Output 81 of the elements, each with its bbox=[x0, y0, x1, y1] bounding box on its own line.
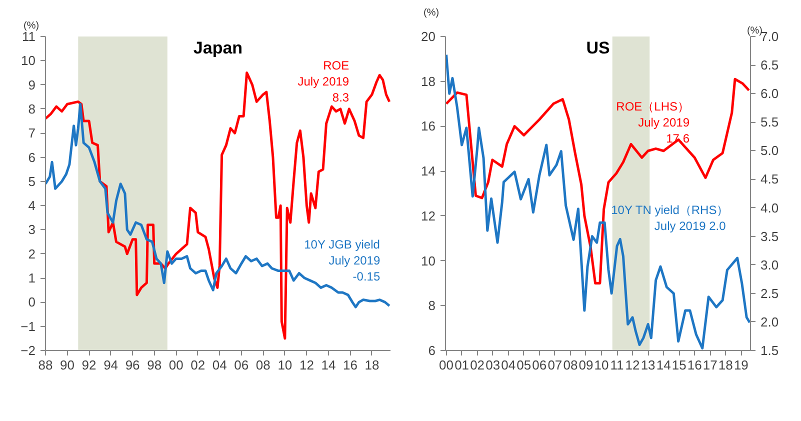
y-tick-label: 1 bbox=[28, 270, 36, 286]
x-tick-label: 16 bbox=[343, 358, 358, 372]
y-tick-label: 20 bbox=[421, 29, 436, 44]
y-axis-title: (%) bbox=[424, 8, 440, 18]
x-tick-label: 09 bbox=[578, 358, 594, 372]
x-tick-label: 06 bbox=[234, 358, 249, 372]
y-tick-label: 8 bbox=[28, 101, 36, 116]
x-tick-label: 11 bbox=[610, 358, 624, 372]
x-tick-label: 88 bbox=[38, 358, 53, 372]
y-tick-label: 8 bbox=[428, 298, 436, 314]
x-tick-label: 92 bbox=[82, 358, 96, 372]
x-tick-label: 16 bbox=[687, 358, 702, 372]
y2-tick-label: 2.0 bbox=[760, 314, 779, 330]
y-tick-label: 12 bbox=[421, 208, 436, 224]
chart-title: Japan bbox=[193, 38, 243, 58]
y-tick-label: 10 bbox=[421, 253, 436, 268]
line-series bbox=[46, 102, 390, 308]
x-tick-label: 14 bbox=[656, 358, 671, 372]
x-tick-label: 03 bbox=[486, 358, 500, 372]
x-tick-label: 01 bbox=[454, 358, 470, 372]
y-tick-label: 10 bbox=[21, 53, 36, 68]
y2-tick-label: 2.5 bbox=[760, 286, 779, 301]
x-tick-label: 07 bbox=[548, 358, 562, 372]
chart-title: US bbox=[586, 38, 610, 58]
y2-tick-label: 3.0 bbox=[760, 257, 779, 272]
x-tick-label: 96 bbox=[125, 358, 140, 372]
y-tick-label: 18 bbox=[421, 74, 436, 89]
y-tick-label: 11 bbox=[22, 29, 36, 44]
y2-tick-label: 3.5 bbox=[760, 228, 779, 244]
y-tick-label: 4 bbox=[28, 198, 36, 214]
y-tick-label: −1 bbox=[20, 318, 36, 334]
y2-tick-label: 4.0 bbox=[760, 200, 779, 216]
y-tick-label: 2 bbox=[28, 246, 36, 262]
x-tick-label: 02 bbox=[470, 358, 485, 372]
y2-tick-label: 7.0 bbox=[760, 29, 779, 44]
line-series bbox=[46, 71, 390, 340]
y-tick-label: 6 bbox=[28, 150, 36, 165]
x-tick-label: 06 bbox=[532, 358, 547, 372]
annotation: 10Y TN yield（RHS） July 2019 2.0 bbox=[611, 202, 729, 234]
y-axis-title: (%) bbox=[24, 20, 40, 32]
x-tick-label: 18 bbox=[718, 358, 733, 372]
x-tick-label: 10 bbox=[278, 358, 292, 372]
x-tick-label: 08 bbox=[563, 358, 578, 372]
x-tick-label: 15 bbox=[672, 358, 686, 372]
y2-tick-label: 5.5 bbox=[760, 114, 779, 130]
y2-tick-label: 6.0 bbox=[760, 86, 779, 102]
y-tick-label: −2 bbox=[20, 343, 36, 358]
y-tick-label: 5 bbox=[28, 174, 36, 189]
annotation: ROE July 2019 8.3 bbox=[298, 58, 350, 105]
x-tick-label: 14 bbox=[321, 358, 336, 372]
x-tick-label: 18 bbox=[364, 358, 380, 372]
x-tick-label: 00 bbox=[439, 358, 454, 372]
y2-tick-label: 5.0 bbox=[760, 143, 779, 158]
y-tick-label: 9 bbox=[28, 77, 36, 92]
y2-tick-label: 6.5 bbox=[760, 58, 779, 73]
x-tick-label: 94 bbox=[104, 358, 118, 372]
x-tick-label: 98 bbox=[147, 358, 162, 372]
x-tick-label: 10 bbox=[594, 358, 609, 372]
y2-tick-label: 4.5 bbox=[760, 172, 779, 187]
x-tick-label: 05 bbox=[516, 358, 532, 372]
y2-axis-title: (%) bbox=[746, 26, 763, 36]
x-tick-label: 90 bbox=[60, 358, 75, 372]
y-tick-label: 7 bbox=[28, 126, 36, 141]
y-tick-label: 6 bbox=[428, 343, 436, 358]
y-tick-label: 0 bbox=[28, 294, 36, 310]
line-series bbox=[446, 78, 750, 284]
x-tick-label: 12 bbox=[625, 358, 640, 372]
y-tick-label: 14 bbox=[421, 164, 436, 179]
x-tick-label: 08 bbox=[256, 358, 270, 372]
y2-tick-label: 1.5 bbox=[760, 343, 779, 358]
x-tick-label: 02 bbox=[190, 358, 206, 372]
annotation: 10Y JGB yield July 2019 -0.15 bbox=[304, 237, 380, 284]
y-tick-label: 16 bbox=[421, 118, 436, 134]
y-tick-label: 3 bbox=[28, 222, 36, 238]
x-tick-label: 04 bbox=[212, 358, 227, 372]
x-tick-label: 04 bbox=[501, 358, 516, 372]
x-tick-label: 19 bbox=[734, 358, 748, 372]
x-tick-label: 12 bbox=[299, 358, 314, 372]
x-tick-label: 17 bbox=[702, 358, 718, 372]
x-tick-label: 13 bbox=[640, 358, 656, 372]
x-tick-label: 00 bbox=[168, 358, 184, 372]
